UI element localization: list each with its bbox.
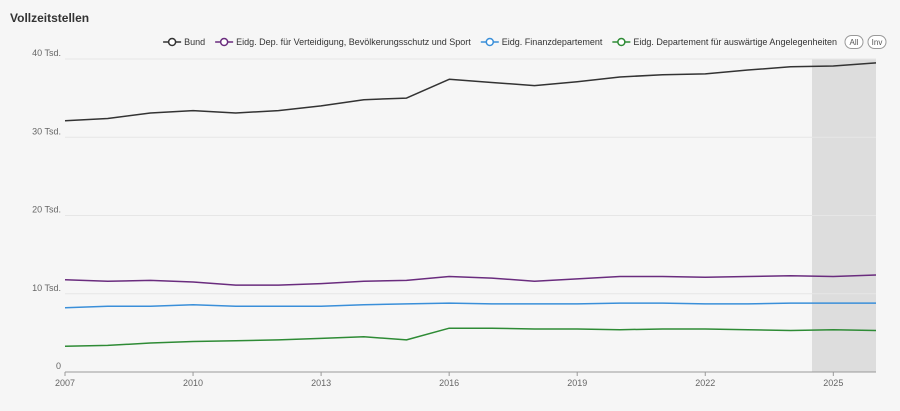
y-tick-label: 30 Tsd. [32, 126, 61, 136]
x-tick-label: 2010 [183, 378, 203, 388]
x-tick-label: 2013 [311, 378, 331, 388]
x-tick-label: 2019 [567, 378, 587, 388]
series-line-bund [64, 62, 877, 122]
legend-marker-circle [219, 37, 229, 47]
legend-label: Bund [184, 37, 205, 47]
legend-item[interactable]: Bund [163, 37, 205, 47]
pill-outline [844, 35, 864, 49]
chart-title: Vollzeitstellen [10, 11, 90, 25]
legend-item[interactable]: Eidg. Dep. für Verteidigung, Bevölkerung… [215, 37, 471, 47]
grid-layer [65, 58, 876, 295]
series-line-eidg-dep-f-r-verteidigung-bev-lkerungsschutz-und-sport [64, 274, 877, 286]
legend-inv-button[interactable]: Inv [867, 35, 887, 49]
series-layer [64, 62, 877, 347]
legend-marker-circle [617, 37, 626, 47]
legend-marker-circle [485, 37, 495, 47]
legend: Bund Eidg. Dep. für Verteidigung, Bevölke… [163, 35, 887, 49]
x-tick-label: 2025 [823, 378, 843, 388]
legend-label: Eidg. Finanzdepartement [502, 37, 603, 47]
legend-all-button[interactable]: All [844, 35, 864, 49]
legend-item[interactable]: Eidg. Departement für auswärtige Angeleg… [612, 37, 837, 47]
series-line-eidg-finanzdepartement [64, 302, 876, 309]
legend-label: Eidg. Departement für auswärtige Angeleg… [633, 37, 837, 47]
axis-layer: 0 10 Tsd. 20 Tsd. 30 Tsd. 40 Tsd. 2007 2010 201… [32, 48, 876, 388]
x-tick-label: 2007 [55, 378, 75, 388]
y-tick-label: 10 Tsd. [32, 283, 61, 293]
x-tick-label: 2022 [695, 378, 715, 388]
x-tick-label: 2016 [439, 378, 459, 388]
series-line-eidg-departement-f-r-ausw-rtige-angelegenheiten [64, 327, 877, 347]
legend-label: Eidg. Dep. für Verteidigung, Bevölkerung… [236, 37, 471, 47]
y-tick-label: 20 Tsd. [32, 205, 61, 215]
legend-item[interactable]: Eidg. Finanzdepartement [480, 37, 603, 47]
pill-label: Inv [872, 38, 883, 47]
pill-label: All [850, 38, 859, 47]
pill-outline [867, 35, 887, 49]
legend-marker-circle [167, 37, 177, 47]
y-tick-label: 0 [56, 361, 61, 371]
y-tick-label: 40 Tsd. [32, 48, 61, 58]
